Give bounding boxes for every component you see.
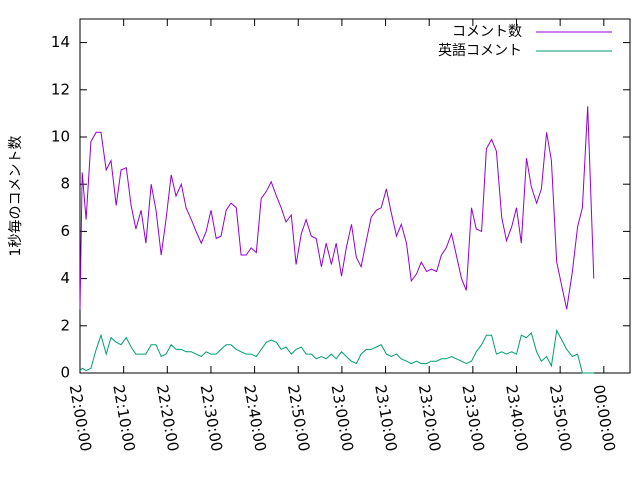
x-tick-label: 23:00:00 [328, 383, 357, 452]
x-tick-label: 23:30:00 [458, 383, 487, 452]
x-tick-label: 22:30:00 [197, 383, 226, 452]
y-tick-label: 4 [60, 269, 70, 287]
y-tick-label: 8 [60, 175, 70, 193]
series-line [79, 328, 594, 374]
y-tick-label: 2 [60, 316, 70, 334]
y-tick-label: 0 [60, 364, 70, 382]
x-tick-label: 00:00:00 [589, 383, 618, 452]
x-tick-label: 22:20:00 [153, 383, 182, 452]
legend-label: コメント数 [452, 24, 522, 40]
x-tick-label: 22:50:00 [284, 383, 313, 452]
x-tick-label: 23:20:00 [415, 383, 444, 452]
x-tick-label: 23:50:00 [546, 383, 575, 452]
x-tick-label: 23:40:00 [502, 383, 531, 452]
x-tick-label: 22:00:00 [66, 383, 95, 452]
y-tick-label: 6 [60, 222, 70, 240]
y-axis-label: 1秒毎のコメント数 [8, 136, 24, 257]
x-tick-label: 22:10:00 [109, 383, 138, 452]
plot-border [79, 18, 631, 374]
y-tick-label: 10 [51, 128, 70, 146]
x-tick-label: 22:40:00 [240, 383, 269, 452]
x-tick-label: 23:10:00 [371, 383, 400, 452]
series-line [79, 106, 595, 310]
y-tick-label: 14 [51, 33, 70, 51]
y-tick-label: 12 [51, 80, 70, 98]
legend-label: 英語コメント [438, 42, 522, 59]
